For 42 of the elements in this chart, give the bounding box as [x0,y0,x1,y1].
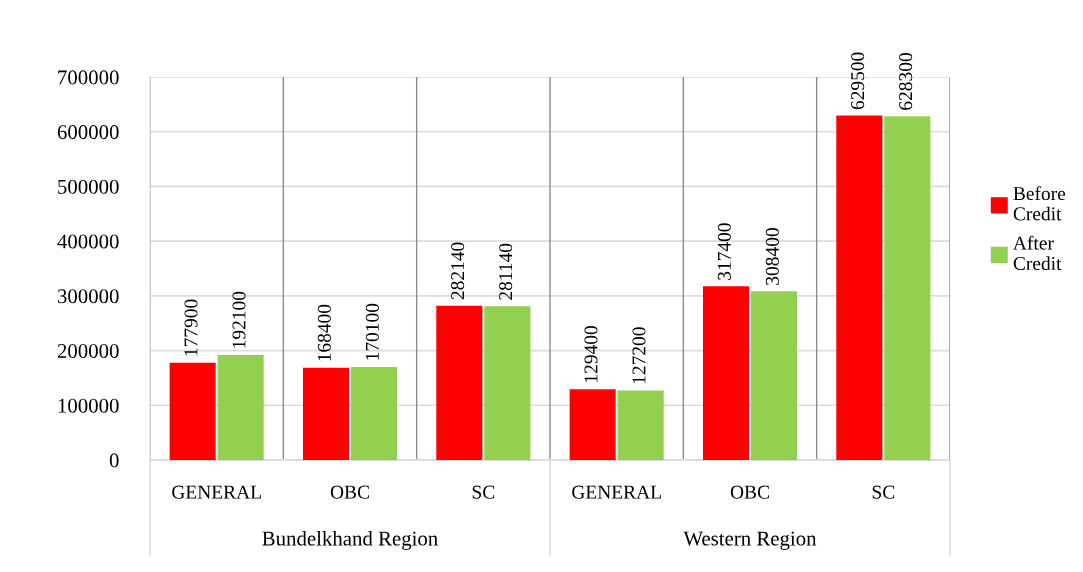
y-tick-label: 0 [109,453,119,468]
x-tick-label: GENERAL [172,485,261,499]
data-label: 282140 [451,242,465,300]
data-label: 168400 [317,304,331,361]
y-tick-label: 300000 [57,289,119,304]
y-tick-label: 500000 [58,179,119,194]
bar [169,362,216,460]
x-tick-label: OBC [730,485,769,499]
bar [836,115,883,460]
bar [750,291,798,460]
y-tick-label: 600000 [57,125,119,140]
data-label: 629500 [851,52,865,110]
y-tick-label: 100000 [58,398,119,413]
data-label: 317400 [717,223,731,280]
data-label: 177900 [184,299,198,356]
legend-label: Before Credit [1013,186,1066,221]
text: Western Region [683,531,817,550]
x-tick-label: SC [472,485,495,499]
bar [302,367,350,460]
x-tick-label: GENERAL [572,485,661,499]
legend-label: After Credit [1013,235,1062,271]
bar [484,306,531,460]
data-label: 308400 [765,228,779,285]
bar [702,286,750,460]
bar [436,305,483,460]
y-tick-label: 700000 [58,70,119,85]
data-label: 127200 [632,327,646,384]
data-label: 281140 [499,243,513,300]
text: Bundelkhand Region [262,530,438,550]
data-label: 170100 [365,303,379,360]
data-label: 129400 [584,326,598,382]
bar [569,389,616,460]
y-tick-label: 400000 [57,234,119,249]
x-tick-label: OBC [330,485,369,499]
bar [217,354,264,460]
data-label: 192100 [232,291,246,348]
bar [617,390,664,460]
data-label: 628300 [899,53,913,110]
bar [884,116,931,460]
x-tick-label: SC [872,485,895,499]
y-tick-label: 200000 [57,343,119,358]
bar [350,366,398,460]
